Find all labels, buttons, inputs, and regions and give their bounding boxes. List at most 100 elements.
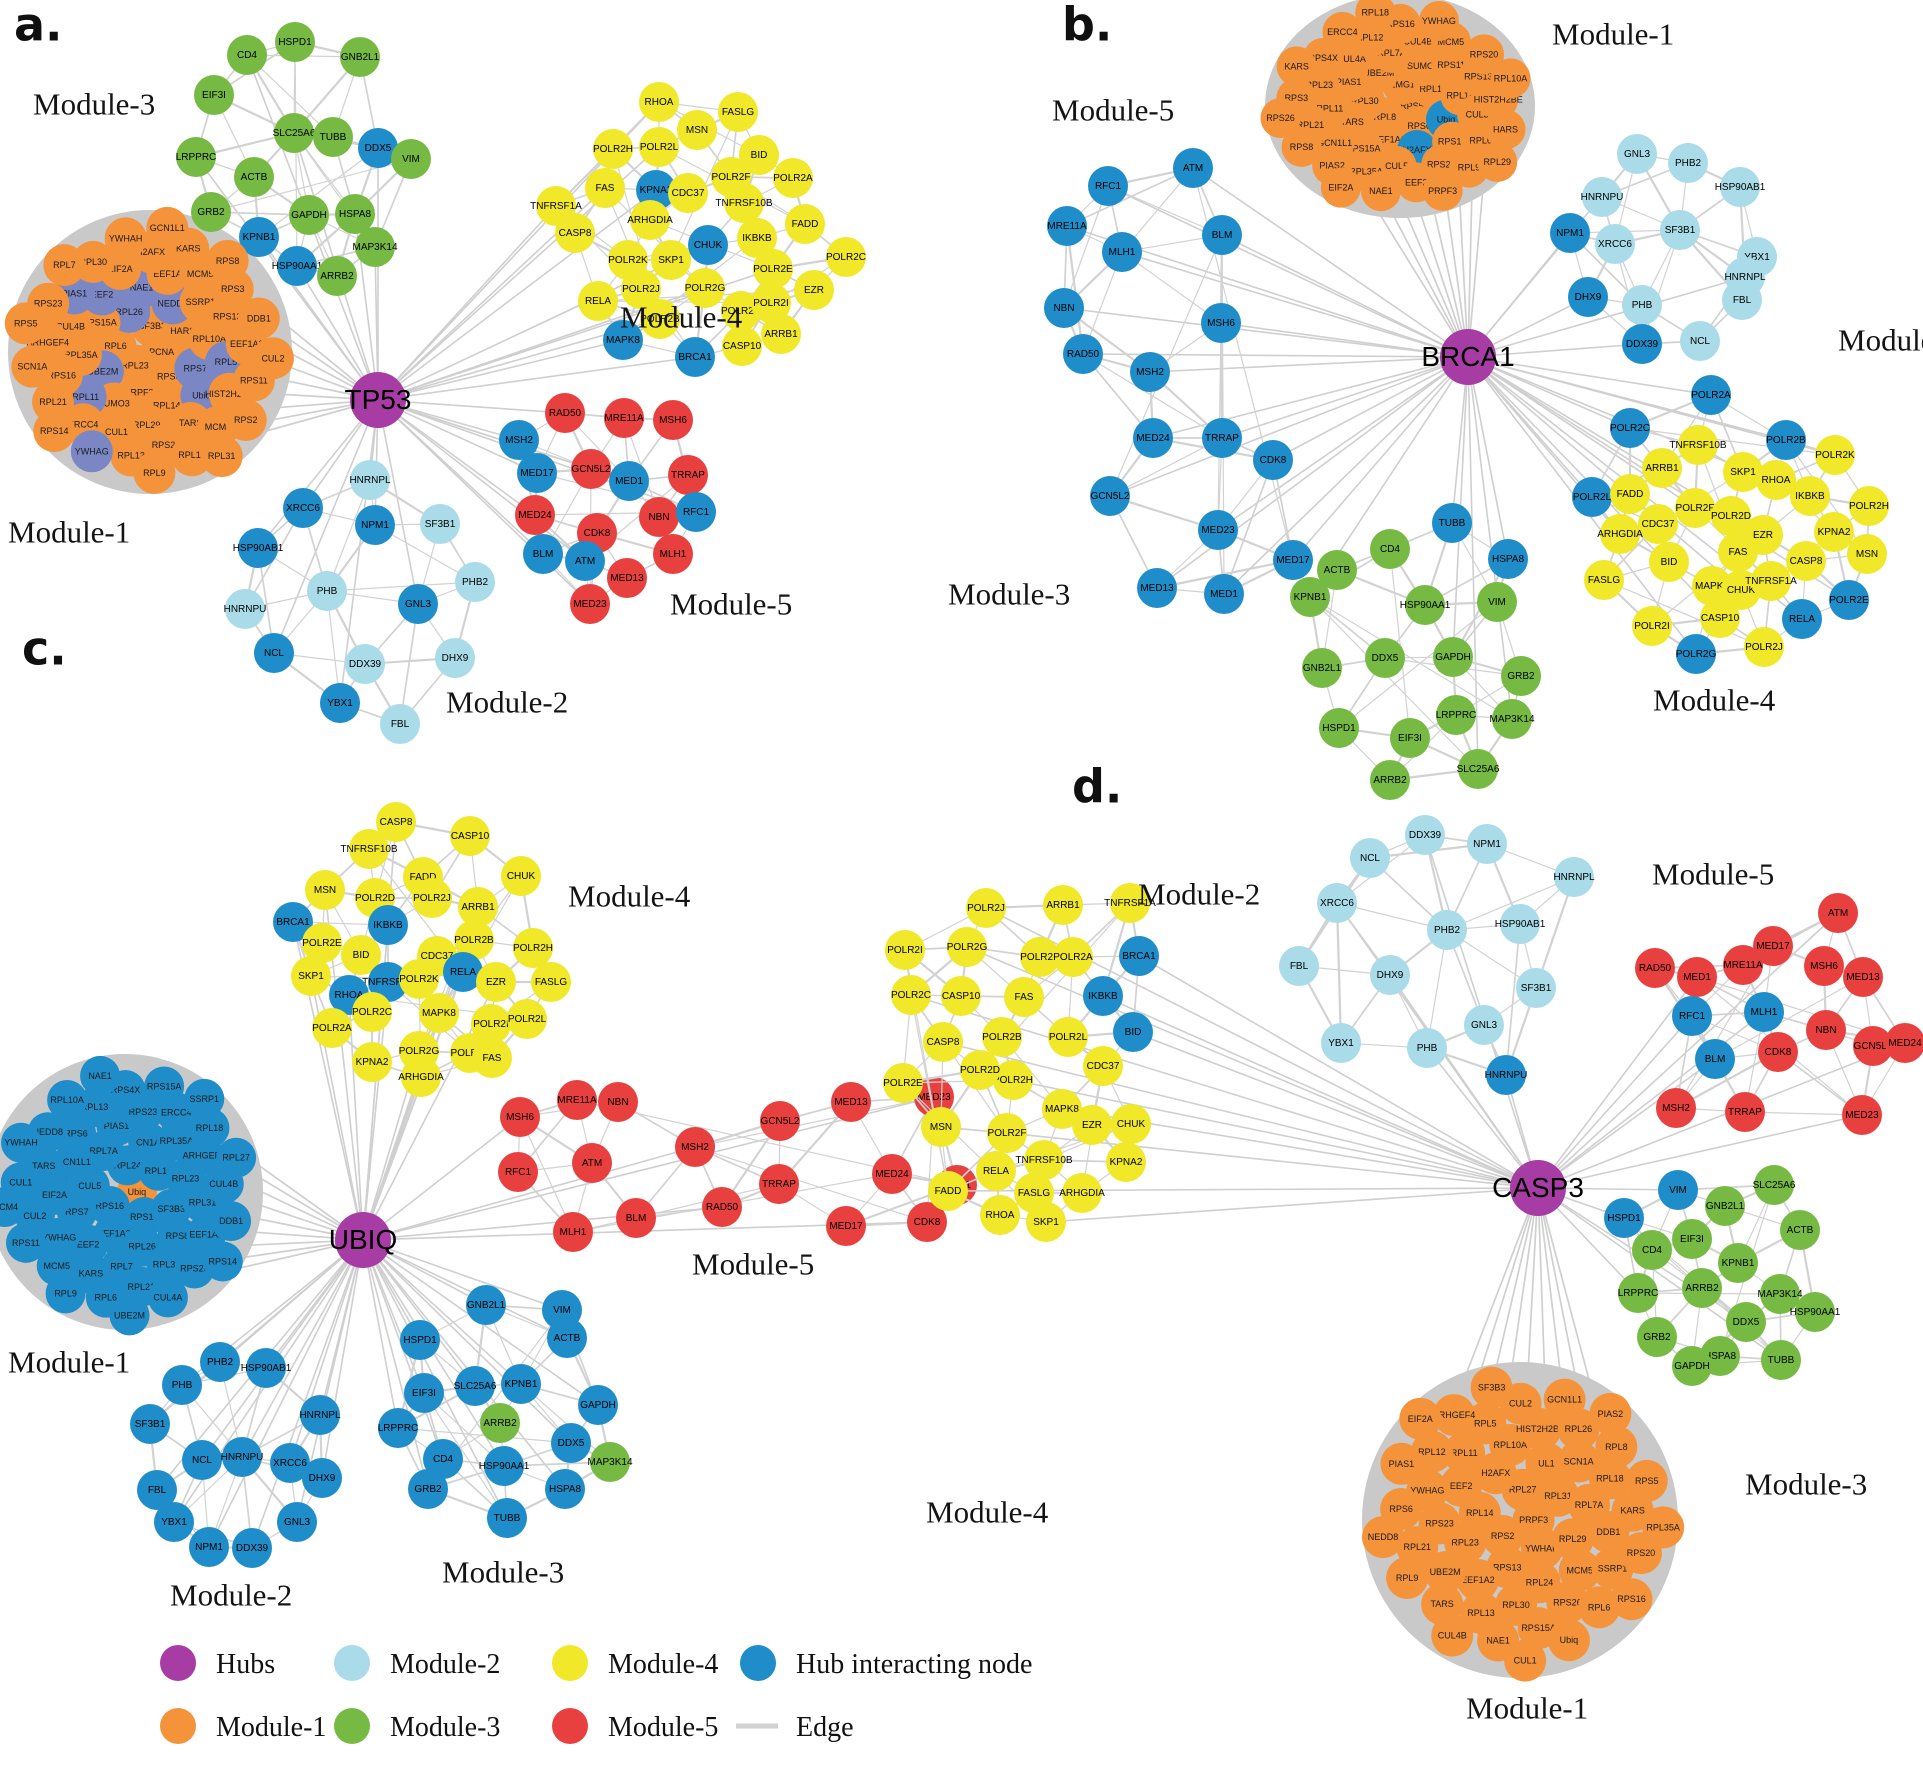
network-node[interactable] — [609, 461, 649, 501]
network-node[interactable] — [907, 1202, 947, 1242]
network-node[interactable] — [130, 1404, 170, 1444]
network-node[interactable] — [1253, 440, 1293, 480]
network-node[interactable] — [274, 113, 314, 153]
network-node[interactable] — [688, 225, 728, 265]
network-node[interactable] — [921, 1107, 961, 1147]
network-node[interactable] — [1062, 1173, 1102, 1213]
network-node[interactable] — [1610, 1578, 1653, 1621]
network-node[interactable] — [1380, 1442, 1423, 1485]
network-node[interactable] — [277, 1502, 317, 1542]
network-node[interactable] — [423, 1439, 463, 1479]
network-node[interactable] — [1638, 504, 1678, 544]
network-node[interactable] — [355, 227, 395, 267]
network-node[interactable] — [1436, 695, 1476, 735]
network-node[interactable] — [1610, 408, 1650, 448]
network-node[interactable] — [33, 410, 76, 453]
network-node[interactable] — [1355, 0, 1396, 33]
network-node[interactable] — [251, 337, 294, 380]
network-node[interactable] — [676, 492, 716, 532]
network-node[interactable] — [1405, 585, 1445, 625]
network-node[interactable] — [368, 905, 408, 945]
network-node[interactable] — [289, 195, 329, 235]
network-node[interactable] — [1815, 435, 1855, 475]
network-node[interactable] — [1504, 1639, 1547, 1682]
network-node[interactable] — [760, 1101, 800, 1141]
network-node[interactable] — [1756, 460, 1796, 500]
network-node[interactable] — [1047, 206, 1087, 246]
network-node[interactable] — [191, 192, 231, 232]
network-node[interactable] — [578, 281, 618, 321]
network-node[interactable] — [137, 1470, 177, 1510]
network-node[interactable] — [1083, 1046, 1123, 1086]
hub-node[interactable] — [1510, 1160, 1566, 1216]
network-node[interactable] — [1642, 1506, 1685, 1549]
network-node[interactable] — [1365, 638, 1405, 678]
network-node[interactable] — [1547, 1619, 1590, 1662]
network-node[interactable] — [982, 1017, 1022, 1057]
network-node[interactable] — [1782, 599, 1822, 639]
network-node[interactable] — [1572, 477, 1612, 517]
network-node[interactable] — [484, 1446, 524, 1486]
network-node[interactable] — [1198, 510, 1238, 550]
network-node[interactable] — [189, 1527, 229, 1567]
network-node[interactable] — [751, 283, 791, 323]
network-node[interactable] — [154, 1502, 194, 1542]
network-node[interactable] — [1470, 1366, 1513, 1409]
network-node[interactable] — [1632, 606, 1672, 646]
hub-node[interactable] — [335, 1212, 391, 1268]
network-node[interactable] — [1431, 1614, 1474, 1657]
network-node[interactable] — [1637, 1317, 1677, 1357]
network-node[interactable] — [685, 268, 725, 308]
network-node[interactable] — [1617, 134, 1657, 174]
network-node[interactable] — [412, 878, 452, 918]
network-node[interactable] — [1053, 937, 1093, 977]
network-node[interactable] — [1595, 224, 1635, 264]
network-node[interactable] — [1024, 1140, 1064, 1180]
network-node[interactable] — [227, 35, 267, 75]
network-node[interactable] — [773, 158, 813, 198]
network-node[interactable] — [630, 200, 670, 240]
network-node[interactable] — [1550, 213, 1590, 253]
network-node[interactable] — [1427, 910, 1467, 950]
network-node[interactable] — [1290, 577, 1330, 617]
network-node[interactable] — [1761, 1340, 1801, 1380]
network-node[interactable] — [1672, 1219, 1712, 1259]
network-node[interactable] — [182, 1440, 222, 1480]
network-node[interactable] — [350, 460, 390, 500]
network-node[interactable] — [1718, 532, 1758, 572]
network-node[interactable] — [653, 400, 693, 440]
network-node[interactable] — [1656, 1088, 1696, 1128]
network-node[interactable] — [0, 1186, 25, 1227]
network-node[interactable] — [1847, 534, 1887, 574]
network-node[interactable] — [222, 1437, 262, 1477]
network-node[interactable] — [1302, 648, 1342, 688]
network-node[interactable] — [70, 430, 113, 473]
network-node[interactable] — [1485, 109, 1526, 150]
network-node[interactable] — [1718, 1243, 1758, 1283]
network-node[interactable] — [5, 1222, 46, 1263]
network-node[interactable] — [239, 217, 279, 257]
network-node[interactable] — [171, 434, 214, 477]
network-node[interactable] — [1525, 1442, 1568, 1485]
network-node[interactable] — [1433, 637, 1473, 677]
network-node[interactable] — [1722, 280, 1762, 320]
network-node[interactable] — [1201, 303, 1241, 343]
network-node[interactable] — [928, 1171, 968, 1211]
network-node[interactable] — [476, 962, 516, 1002]
network-node[interactable] — [785, 204, 825, 244]
network-node[interactable] — [966, 888, 1006, 928]
network-node[interactable] — [1048, 1017, 1088, 1057]
network-node[interactable] — [1133, 418, 1173, 458]
network-node[interactable] — [1360, 171, 1401, 212]
network-node[interactable] — [1853, 1026, 1893, 1066]
network-node[interactable] — [211, 1201, 252, 1242]
network-node[interactable] — [313, 117, 353, 157]
network-node[interactable] — [1020, 937, 1060, 977]
network-node[interactable] — [1806, 1010, 1846, 1050]
network-node[interactable] — [1795, 1292, 1835, 1332]
network-node[interactable] — [162, 1365, 202, 1405]
network-node[interactable] — [826, 237, 866, 277]
network-node[interactable] — [300, 1395, 340, 1435]
network-node[interactable] — [1173, 148, 1213, 188]
network-node[interactable] — [144, 1066, 185, 1107]
